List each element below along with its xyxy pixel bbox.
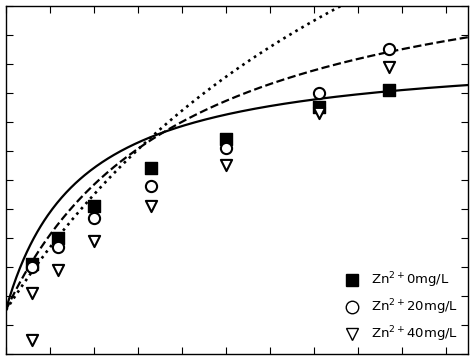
Point [385, 46, 393, 52]
Point [222, 145, 230, 151]
Point [315, 110, 322, 116]
Point [55, 267, 62, 273]
Point [147, 203, 155, 209]
Point [28, 264, 36, 270]
Legend: Zn$^{2+}$0mg/L, Zn$^{2+}$20mg/L, Zn$^{2+}$40mg/L: Zn$^{2+}$0mg/L, Zn$^{2+}$20mg/L, Zn$^{2+… [335, 267, 462, 348]
Point [315, 90, 322, 96]
Point [90, 203, 98, 209]
Point [28, 261, 36, 267]
Point [28, 337, 36, 343]
Point [385, 87, 393, 93]
Point [385, 64, 393, 69]
Point [222, 136, 230, 142]
Point [28, 291, 36, 296]
Point [147, 166, 155, 171]
Point [55, 235, 62, 241]
Point [90, 238, 98, 244]
Point [222, 163, 230, 168]
Point [315, 104, 322, 110]
Point [90, 215, 98, 221]
Point [55, 244, 62, 250]
Point [147, 183, 155, 189]
